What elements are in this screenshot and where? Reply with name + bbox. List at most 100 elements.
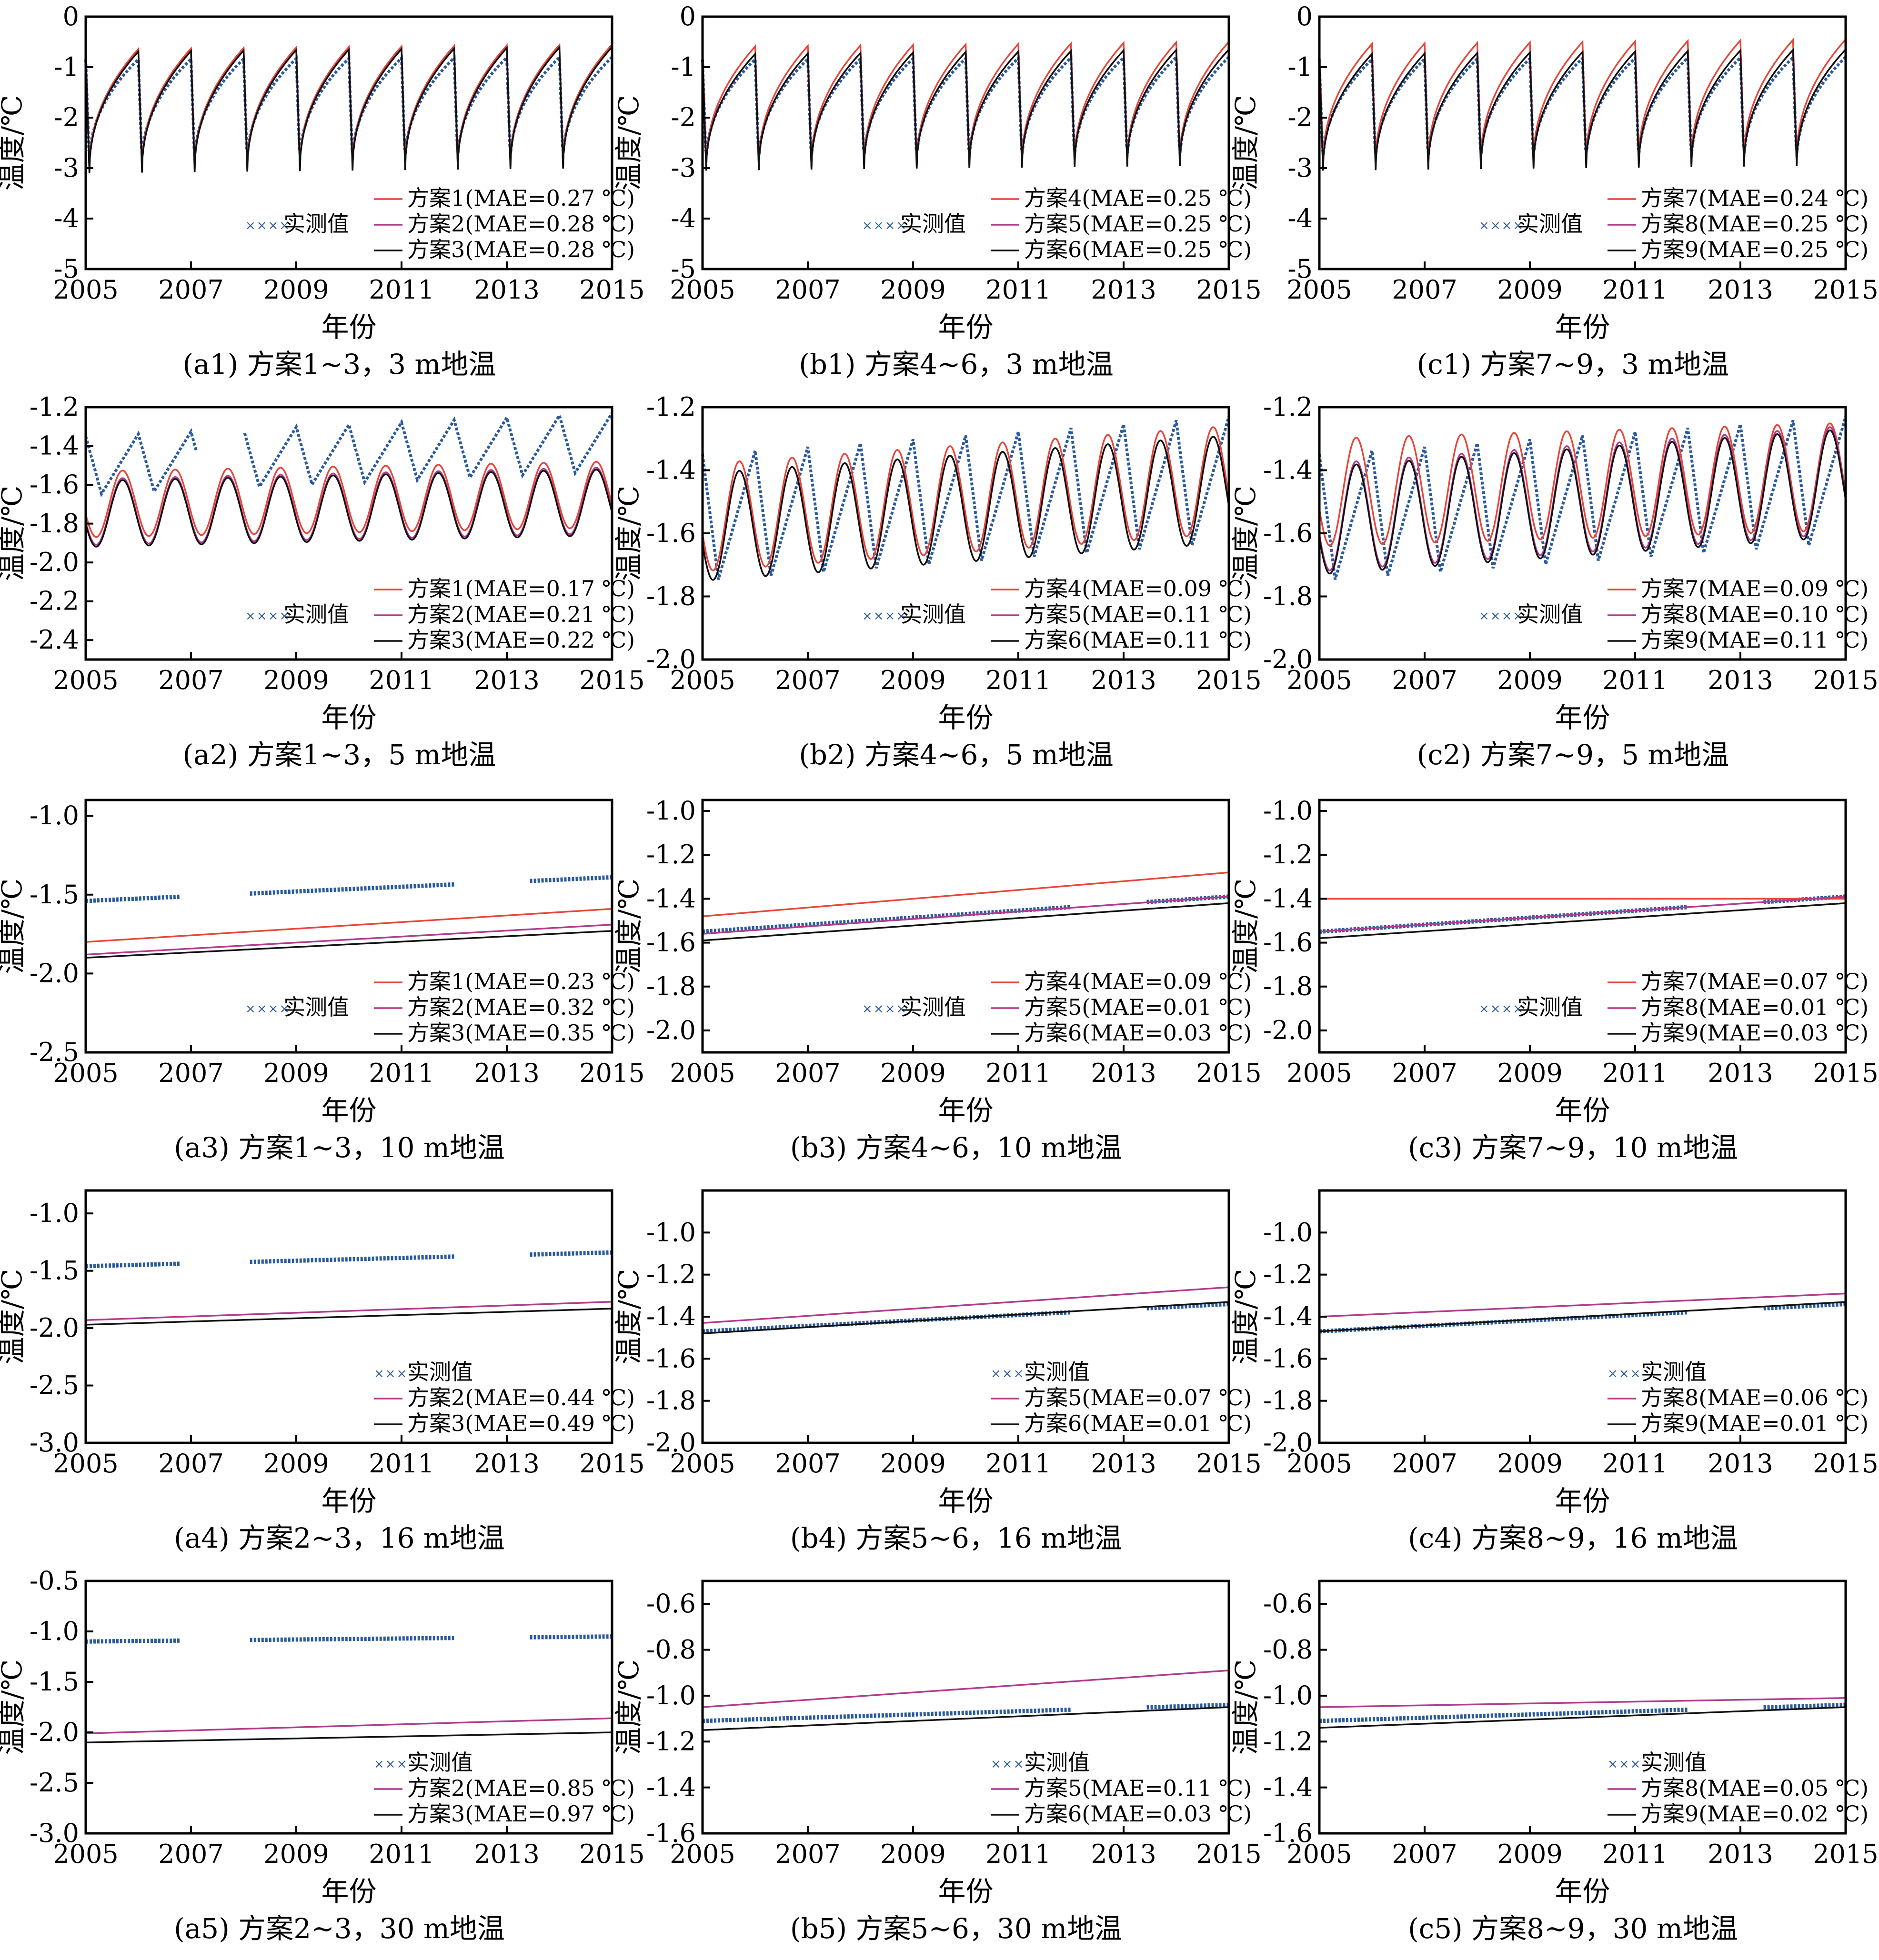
panel-c4: 2005 2007 2009 2011 2013 2015 -1.0 -1.2 -1.4 -1.6… [1229,1189,1879,1554]
x-tick-label: 2009 [880,275,945,305]
series-line-a1-2 [85,45,613,173]
x-axis-label: 年份 [1555,1875,1610,1908]
series-line-c3-1 [1319,896,1846,933]
x-axis-label: 年份 [938,1875,993,1908]
y-axis-label: 温度/℃ [0,1269,28,1364]
panel-c1: 2005 2007 2009 2011 2013 2015 0 -1 -2 -3 -4 -5 年份 温度/… [1229,1,1879,380]
plot-frame [1318,799,1847,1054]
x-tick-label: 2011 [1602,1839,1668,1869]
x-tick-label: 2013 [474,665,539,695]
y-tick-label: -2.0 [30,1717,79,1747]
plot-frame [84,1580,613,1835]
legend-entry-observed: 实测值 [283,994,349,1020]
y-tick-label: -1.6 [646,1343,696,1373]
x-tick-label: 2011 [369,1449,434,1479]
series-line-a3-2 [85,930,613,959]
legend-entry: 方案2(MAE=0.85 ℃) [407,1775,635,1801]
x-tick-label: 2009 [1497,275,1562,305]
y-tick-label: -1.8 [1263,971,1313,1001]
plot-frame [84,799,613,1054]
series-line-c2-0 [1318,422,1847,547]
x-tick-label: 2013 [1708,1449,1773,1479]
y-axis-label: 温度/℃ [0,486,28,581]
y-tick-label: 0 [1296,1,1313,31]
y-tick-label: -1.0 [646,1217,696,1247]
y-tick-label: -2.0 [1263,1015,1313,1045]
legend-entry: 实测值 [407,1750,473,1775]
y-tick-label: -1.2 [1263,840,1313,870]
y-tick-label: -5 [1287,254,1313,284]
x-tick-label: 2009 [263,275,329,305]
x-tick-label: 2013 [1091,1058,1156,1088]
x-tick-label: 2009 [1497,1839,1562,1869]
series-observed-a2 [84,411,613,498]
x-tick-label: 2015 [1196,1449,1261,1479]
series-line-c1-2 [1318,48,1847,171]
series-line-a4-1 [85,1308,613,1326]
y-tick-label: -2.0 [646,1015,696,1045]
y-tick-label: -2.0 [1263,644,1313,674]
x-tick-label: 2011 [1602,1058,1668,1088]
legend-entry: 方案8(MAE=0.05 ℃) [1641,1775,1869,1801]
y-tick-label: -3 [54,153,79,183]
y-tick-label: -2.5 [30,1037,79,1067]
legend-entry: 方案6(MAE=0.03 ℃) [1024,1801,1252,1827]
x-tick-label: 2011 [985,1839,1051,1869]
x-tick-label: 2013 [1091,1839,1156,1869]
legend-entry: 方案5(MAE=0.01 ℃) [1024,994,1252,1020]
panel-a1: 2005 2007 2009 2011 2013 2015 0 -1 -2 -3 -4 -5 年份 温度/… [0,1,645,380]
panel-caption: (a1) 方案1~3，3 m地温 [183,348,496,380]
legend-entry: 方案7(MAE=0.24 ℃) [1641,185,1869,211]
y-tick-label: -1.6 [1263,1818,1313,1848]
legend-swatch-observed: ×××× [245,219,291,233]
y-axis-label: 温度/℃ [0,1660,28,1755]
y-tick-label: -1.4 [646,1301,696,1331]
x-tick-label: 2007 [1392,275,1457,305]
legend-entry: 方案7(MAE=0.07 ℃) [1641,969,1869,994]
x-tick-label: 2005 [670,665,735,695]
x-tick-label: 2015 [1813,1839,1878,1869]
x-tick-label: 2015 [1813,1449,1878,1479]
y-axis-label: 温度/℃ [1229,486,1262,581]
y-tick-label: -1.0 [30,800,79,830]
y-axis-label: 温度/℃ [1229,1269,1262,1364]
legend-swatch-observed: ××× [1608,1757,1641,1771]
x-tick-label: 2005 [53,1058,118,1088]
y-tick-label: 0 [680,1,696,31]
legend-swatch-observed: ×××× [862,219,907,233]
y-tick-label: -1.4 [646,455,696,485]
legend-entry: 方案3(MAE=0.97 ℃) [407,1801,635,1827]
panel-caption: (a5) 方案2~3，30 m地温 [174,1912,505,1945]
legend-entry: 方案5(MAE=0.11 ℃) [1024,1775,1252,1801]
x-tick-label: 2011 [985,1058,1051,1088]
legend-entry-observed: 实测值 [1517,601,1583,627]
y-tick-label: -2.0 [1263,1428,1313,1458]
panel-caption: (c2) 方案7~9，5 m地温 [1417,739,1729,771]
x-tick-label: 2015 [1196,1839,1261,1869]
y-tick-label: -2.0 [646,1428,696,1458]
y-tick-label: -1 [54,52,79,82]
legend-entry: 方案2(MAE=0.44 ℃) [407,1385,635,1410]
series-line-b4-0 [702,1286,1229,1324]
x-tick-label: 2005 [670,1839,735,1869]
y-tick-label: -1 [1287,52,1313,82]
y-tick-label: -2.5 [30,1768,79,1798]
legend-entry: 方案9(MAE=0.25 ℃) [1641,237,1869,262]
legend-entry: 方案6(MAE=0.01 ℃) [1024,1410,1252,1436]
x-tick-label: 2011 [985,275,1051,305]
series-line-a3-0 [85,908,613,943]
y-tick-label: -1.8 [646,1386,696,1416]
x-tick-label: 2013 [474,1839,539,1869]
series-observed-a4 [85,1250,613,1269]
y-tick-label: -1.6 [646,928,696,958]
legend-entry-observed: 实测值 [900,601,966,627]
legend-entry: 方案5(MAE=0.07 ℃) [1024,1385,1252,1410]
x-tick-label: 2015 [579,1449,644,1479]
x-tick-label: 2015 [1196,665,1261,695]
y-tick-label: -1.6 [1263,1343,1313,1373]
x-tick-label: 2007 [775,1839,840,1869]
x-tick-label: 2007 [1392,1449,1457,1479]
y-tick-label: -3 [1287,153,1313,183]
x-tick-label: 2015 [579,1058,644,1088]
